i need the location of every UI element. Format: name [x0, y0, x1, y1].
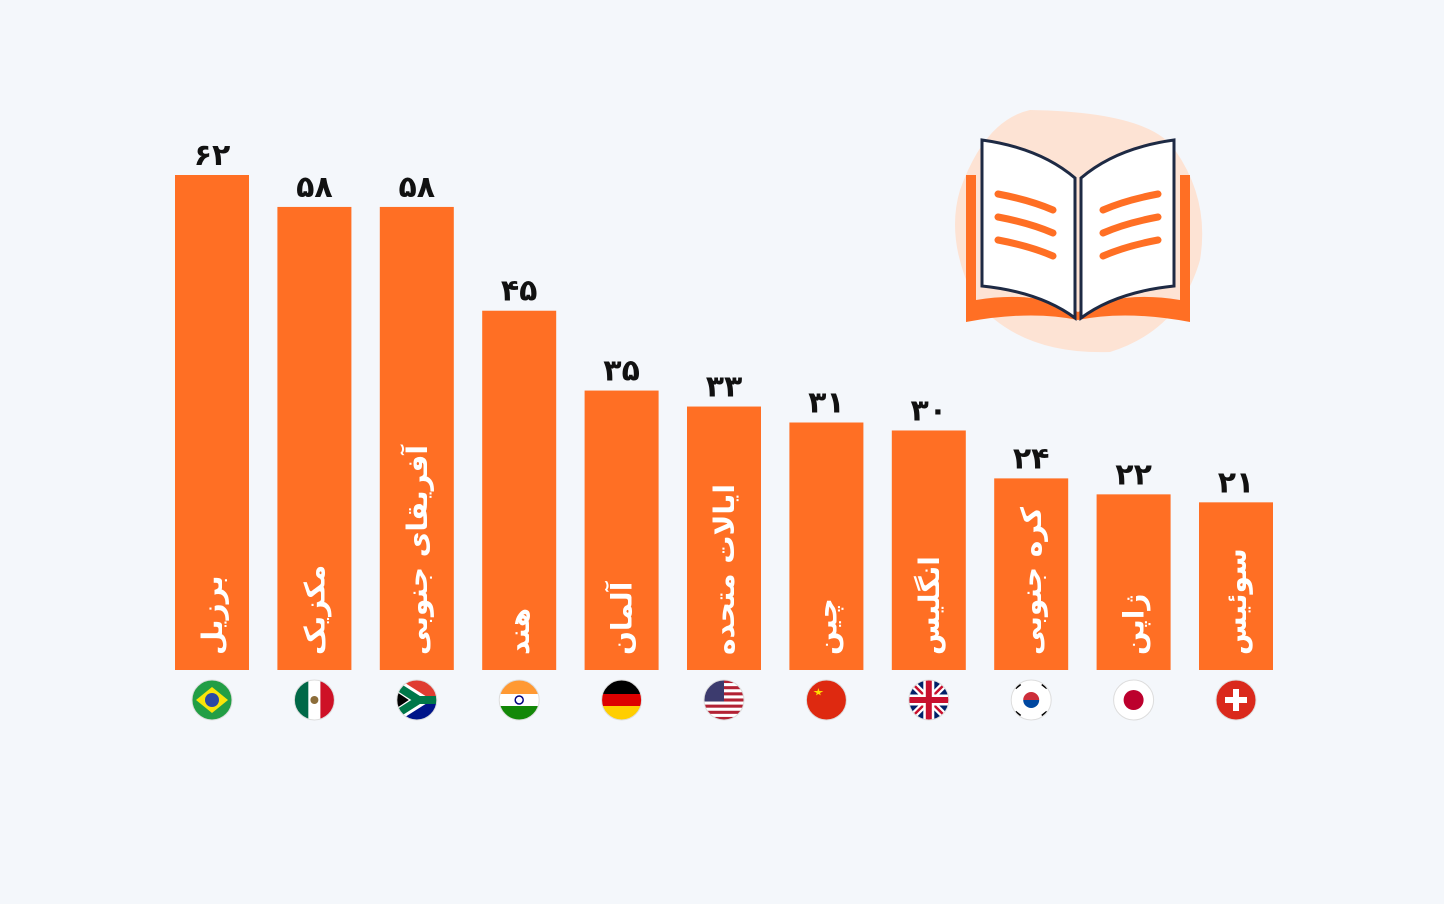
value-label: ۳۵ [603, 354, 640, 389]
f [396, 692, 409, 708]
f [601, 706, 642, 720]
flag [1113, 680, 1154, 720]
bar [994, 478, 1069, 670]
f [205, 693, 219, 707]
flag-ring [498, 679, 540, 721]
category-label: چین [810, 598, 843, 655]
category-label: هند [503, 608, 536, 655]
value-label: ۶۲ [194, 138, 231, 173]
flag-ring [1113, 679, 1155, 721]
flag-ring [805, 679, 847, 721]
category-label: آفریقای جنوبی [400, 444, 434, 655]
flag [294, 680, 335, 720]
f [601, 694, 642, 706]
f [499, 680, 540, 694]
f [1023, 700, 1040, 708]
category-label: انگلیس [913, 556, 946, 655]
bar [379, 206, 454, 670]
value-label: ۲۱ [1218, 465, 1255, 500]
value-label: ۵۸ [398, 170, 435, 205]
flag-ring [1010, 679, 1052, 721]
value-label: ۲۲ [1115, 457, 1152, 492]
f [310, 696, 319, 704]
bar [175, 175, 249, 670]
flag [396, 680, 437, 720]
f [704, 701, 744, 705]
f [601, 680, 642, 694]
value-label: ۵۸ [296, 170, 333, 205]
flag-ring [908, 679, 950, 721]
category-label: مکزیک [298, 565, 331, 655]
value-label: ۳۱ [808, 386, 845, 421]
bar [687, 406, 761, 670]
f [1225, 689, 1247, 711]
flag-ring [703, 679, 745, 721]
f [514, 695, 524, 705]
value-label: ۳۰ [910, 393, 947, 428]
value-label: ۳۳ [706, 370, 743, 405]
f [1014, 682, 1049, 718]
f [704, 716, 744, 720]
flag [499, 680, 540, 720]
flag [192, 680, 232, 720]
f [806, 680, 847, 720]
flag-ring [293, 679, 335, 721]
flag-ring [396, 679, 438, 721]
bar [1199, 502, 1273, 670]
value-label: ۲۴ [1013, 441, 1050, 476]
bar [789, 422, 864, 670]
flag [1011, 680, 1052, 720]
f [704, 710, 744, 715]
flag-ring [601, 679, 643, 721]
book-icon [955, 110, 1203, 353]
category-label: برزیل [196, 575, 229, 655]
flag [601, 680, 642, 720]
flag [908, 680, 949, 720]
bar [482, 310, 557, 670]
value-label: ۴۵ [501, 274, 538, 309]
category-label: ژاپن [1118, 594, 1151, 655]
f [1123, 690, 1144, 710]
f [813, 688, 824, 696]
f [1023, 692, 1040, 700]
category-label: کره جنوبی [1015, 506, 1048, 655]
bar [277, 206, 352, 670]
flag [1216, 680, 1256, 720]
flag-ring [1215, 679, 1257, 721]
f [499, 694, 540, 706]
bar [1096, 494, 1171, 670]
f [908, 680, 949, 720]
f [320, 680, 335, 720]
category-label: آلمان [605, 580, 639, 655]
category-label: ایالات متحده [708, 484, 741, 655]
f [704, 704, 744, 708]
f [396, 682, 437, 718]
bar [891, 430, 966, 670]
category-label: سوئیس [1220, 548, 1253, 655]
flag [806, 680, 847, 720]
f [704, 713, 744, 718]
f [704, 707, 744, 712]
f [499, 706, 540, 720]
f [294, 680, 309, 720]
flag-ring [191, 679, 233, 721]
bar [584, 390, 659, 670]
